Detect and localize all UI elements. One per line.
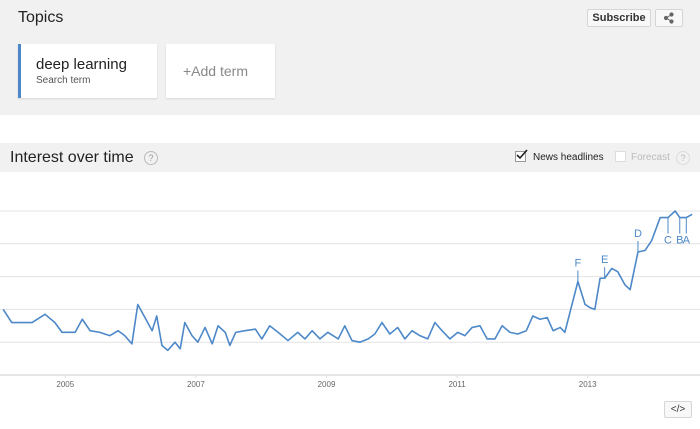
news-label: News headlines (533, 152, 604, 163)
forecast-label: Forecast (631, 152, 670, 163)
embed-button[interactable]: </> (664, 401, 692, 418)
x-tick-label: 2005 (56, 380, 74, 389)
section-title: Interest over time (10, 149, 134, 166)
share-button[interactable] (655, 9, 683, 27)
section-header (0, 143, 700, 172)
help-icon[interactable]: ? (144, 151, 158, 165)
x-tick-label: 2009 (318, 380, 336, 389)
add-term-card[interactable]: +Add term (166, 44, 275, 98)
annotation-label: F (575, 257, 582, 269)
annotation-label: B (676, 234, 683, 246)
term-sublabel: Search term (36, 75, 91, 86)
chart: 2005 2007 2009 2011 2013 F E D C B A (0, 210, 700, 389)
line (2, 210, 693, 352)
term-label: deep learning (36, 56, 127, 73)
annotation-label: C (664, 234, 672, 246)
annotation-label: E (601, 254, 608, 266)
x-tick-label: 2013 (579, 380, 597, 389)
check-mark (516, 149, 528, 160)
forecast-help[interactable]: ? (676, 151, 690, 165)
x-tick-label: 2007 (187, 380, 205, 389)
x-tick-label: 2011 (448, 380, 466, 389)
annotation-label: D (634, 228, 642, 240)
subscribe-button[interactable]: Subscribe (587, 9, 651, 27)
annotation-label: A (683, 234, 691, 246)
news-checkbox[interactable] (515, 149, 528, 162)
topics-title: Topics (18, 9, 64, 26)
share-icon (663, 12, 674, 24)
add-term: +Add term (183, 63, 248, 79)
forecast-checkbox[interactable] (615, 151, 626, 162)
term-card[interactable]: deep learning Search term (18, 44, 157, 98)
